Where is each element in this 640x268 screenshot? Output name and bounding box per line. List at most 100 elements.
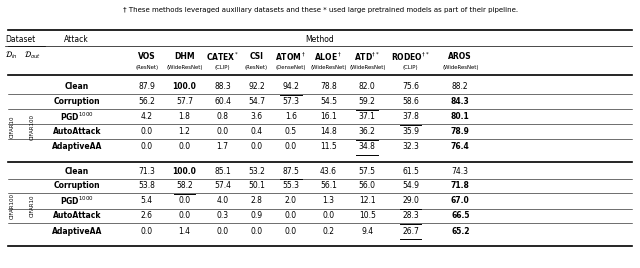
Text: 71.3: 71.3 [138, 167, 156, 176]
Text: 0.0: 0.0 [285, 211, 297, 221]
Text: 1.2: 1.2 [179, 127, 190, 136]
Text: 78.9: 78.9 [451, 127, 470, 136]
Text: 56.0: 56.0 [359, 181, 376, 191]
Text: 0.0: 0.0 [216, 226, 228, 236]
Text: 28.3: 28.3 [402, 211, 419, 221]
Text: 0.0: 0.0 [179, 211, 191, 221]
Text: 87.5: 87.5 [282, 167, 300, 176]
Text: 87.9: 87.9 [138, 82, 156, 91]
Text: 65.2: 65.2 [451, 226, 470, 236]
Text: 4.0: 4.0 [216, 196, 228, 205]
Text: VOS: VOS [138, 52, 156, 61]
Text: AutoAttack: AutoAttack [52, 211, 101, 221]
Text: 75.6: 75.6 [402, 82, 419, 91]
Text: 57.3: 57.3 [282, 97, 300, 106]
Text: 36.2: 36.2 [359, 127, 376, 136]
Text: 32.3: 32.3 [402, 142, 419, 151]
Text: 2.6: 2.6 [141, 211, 153, 221]
Text: 0.0: 0.0 [250, 226, 262, 236]
Text: 0.0: 0.0 [141, 226, 153, 236]
Text: $\mathcal{D}_{out}$: $\mathcal{D}_{out}$ [24, 49, 41, 61]
Text: (WideResNet): (WideResNet) [349, 65, 385, 70]
Text: RODEO$^{\dagger*}$: RODEO$^{\dagger*}$ [391, 50, 430, 63]
Text: † These methods leveraged auxiliary datasets and these * used large pretrained m: † These methods leveraged auxiliary data… [122, 7, 518, 13]
Text: Clean: Clean [65, 167, 89, 176]
Text: Method: Method [306, 35, 335, 44]
Text: 76.4: 76.4 [451, 142, 470, 151]
Text: 88.3: 88.3 [214, 82, 231, 91]
Text: 58.2: 58.2 [176, 181, 193, 191]
Text: 3.6: 3.6 [250, 112, 262, 121]
Text: 26.7: 26.7 [402, 226, 419, 236]
Text: CIFAR10: CIFAR10 [29, 195, 35, 217]
Text: CIFAR10: CIFAR10 [10, 115, 14, 138]
Text: 14.8: 14.8 [320, 127, 337, 136]
Text: (WideResNet): (WideResNet) [310, 65, 347, 70]
Text: 58.6: 58.6 [402, 97, 419, 106]
Text: 61.5: 61.5 [402, 167, 419, 176]
Text: 100.0: 100.0 [173, 82, 196, 91]
Text: 11.5: 11.5 [320, 142, 337, 151]
Text: 80.1: 80.1 [451, 112, 470, 121]
Text: AROS: AROS [449, 52, 472, 61]
Text: 0.3: 0.3 [216, 211, 228, 221]
Text: 10.5: 10.5 [359, 211, 376, 221]
Text: 0.0: 0.0 [141, 142, 153, 151]
Text: AdaptiveAA: AdaptiveAA [52, 142, 102, 151]
Text: Clean: Clean [65, 82, 89, 91]
Text: 56.1: 56.1 [320, 181, 337, 191]
Text: ALOE$^\dagger$: ALOE$^\dagger$ [314, 50, 342, 63]
Text: 59.2: 59.2 [359, 97, 376, 106]
Text: 71.8: 71.8 [451, 181, 470, 191]
Text: 74.3: 74.3 [452, 167, 468, 176]
Text: (WideResNet): (WideResNet) [166, 65, 203, 70]
Text: (DenseNet): (DenseNet) [276, 65, 306, 70]
Text: 0.8: 0.8 [217, 112, 228, 121]
Text: DHM: DHM [174, 52, 195, 61]
Text: (CLIP): (CLIP) [215, 65, 230, 70]
Text: 1.3: 1.3 [323, 196, 335, 205]
Text: (WideResNet): (WideResNet) [442, 65, 479, 70]
Text: Attack: Attack [65, 35, 89, 44]
Text: AdaptiveAA: AdaptiveAA [52, 226, 102, 236]
Text: 56.2: 56.2 [138, 97, 156, 106]
Text: 60.4: 60.4 [214, 97, 231, 106]
Text: 43.6: 43.6 [320, 167, 337, 176]
Text: 84.3: 84.3 [451, 97, 470, 106]
Text: 16.1: 16.1 [320, 112, 337, 121]
Text: 0.0: 0.0 [179, 142, 191, 151]
Text: 82.0: 82.0 [359, 82, 376, 91]
Text: 1.4: 1.4 [179, 226, 191, 236]
Text: CIFAR100: CIFAR100 [29, 114, 35, 140]
Text: 67.0: 67.0 [451, 196, 470, 205]
Text: 1.7: 1.7 [217, 142, 228, 151]
Text: 12.1: 12.1 [359, 196, 376, 205]
Text: 0.5: 0.5 [285, 127, 297, 136]
Text: $\mathcal{D}_{in}$: $\mathcal{D}_{in}$ [6, 49, 18, 61]
Text: 29.0: 29.0 [402, 196, 419, 205]
Text: 4.2: 4.2 [141, 112, 153, 121]
Text: 57.7: 57.7 [176, 97, 193, 106]
Text: 57.5: 57.5 [359, 167, 376, 176]
Text: 0.0: 0.0 [216, 127, 228, 136]
Text: 37.1: 37.1 [359, 112, 376, 121]
Text: 2.0: 2.0 [285, 196, 297, 205]
Text: ATOM$^\dagger$: ATOM$^\dagger$ [275, 50, 307, 63]
Text: 0.0: 0.0 [323, 211, 335, 221]
Text: 2.8: 2.8 [250, 196, 262, 205]
Text: 78.8: 78.8 [320, 82, 337, 91]
Text: (ResNet): (ResNet) [245, 65, 268, 70]
Text: 66.5: 66.5 [451, 211, 470, 221]
Text: Dataset: Dataset [6, 35, 36, 44]
Text: Corruption: Corruption [54, 181, 100, 191]
Text: 1.8: 1.8 [179, 112, 190, 121]
Text: 57.4: 57.4 [214, 181, 231, 191]
Text: 1.6: 1.6 [285, 112, 297, 121]
Text: 92.2: 92.2 [248, 82, 265, 91]
Text: 100.0: 100.0 [173, 167, 196, 176]
Text: 88.2: 88.2 [452, 82, 468, 91]
Text: (CLIP): (CLIP) [403, 65, 419, 70]
Text: 0.2: 0.2 [323, 226, 335, 236]
Text: 53.2: 53.2 [248, 167, 265, 176]
Text: (ResNet): (ResNet) [135, 65, 159, 70]
